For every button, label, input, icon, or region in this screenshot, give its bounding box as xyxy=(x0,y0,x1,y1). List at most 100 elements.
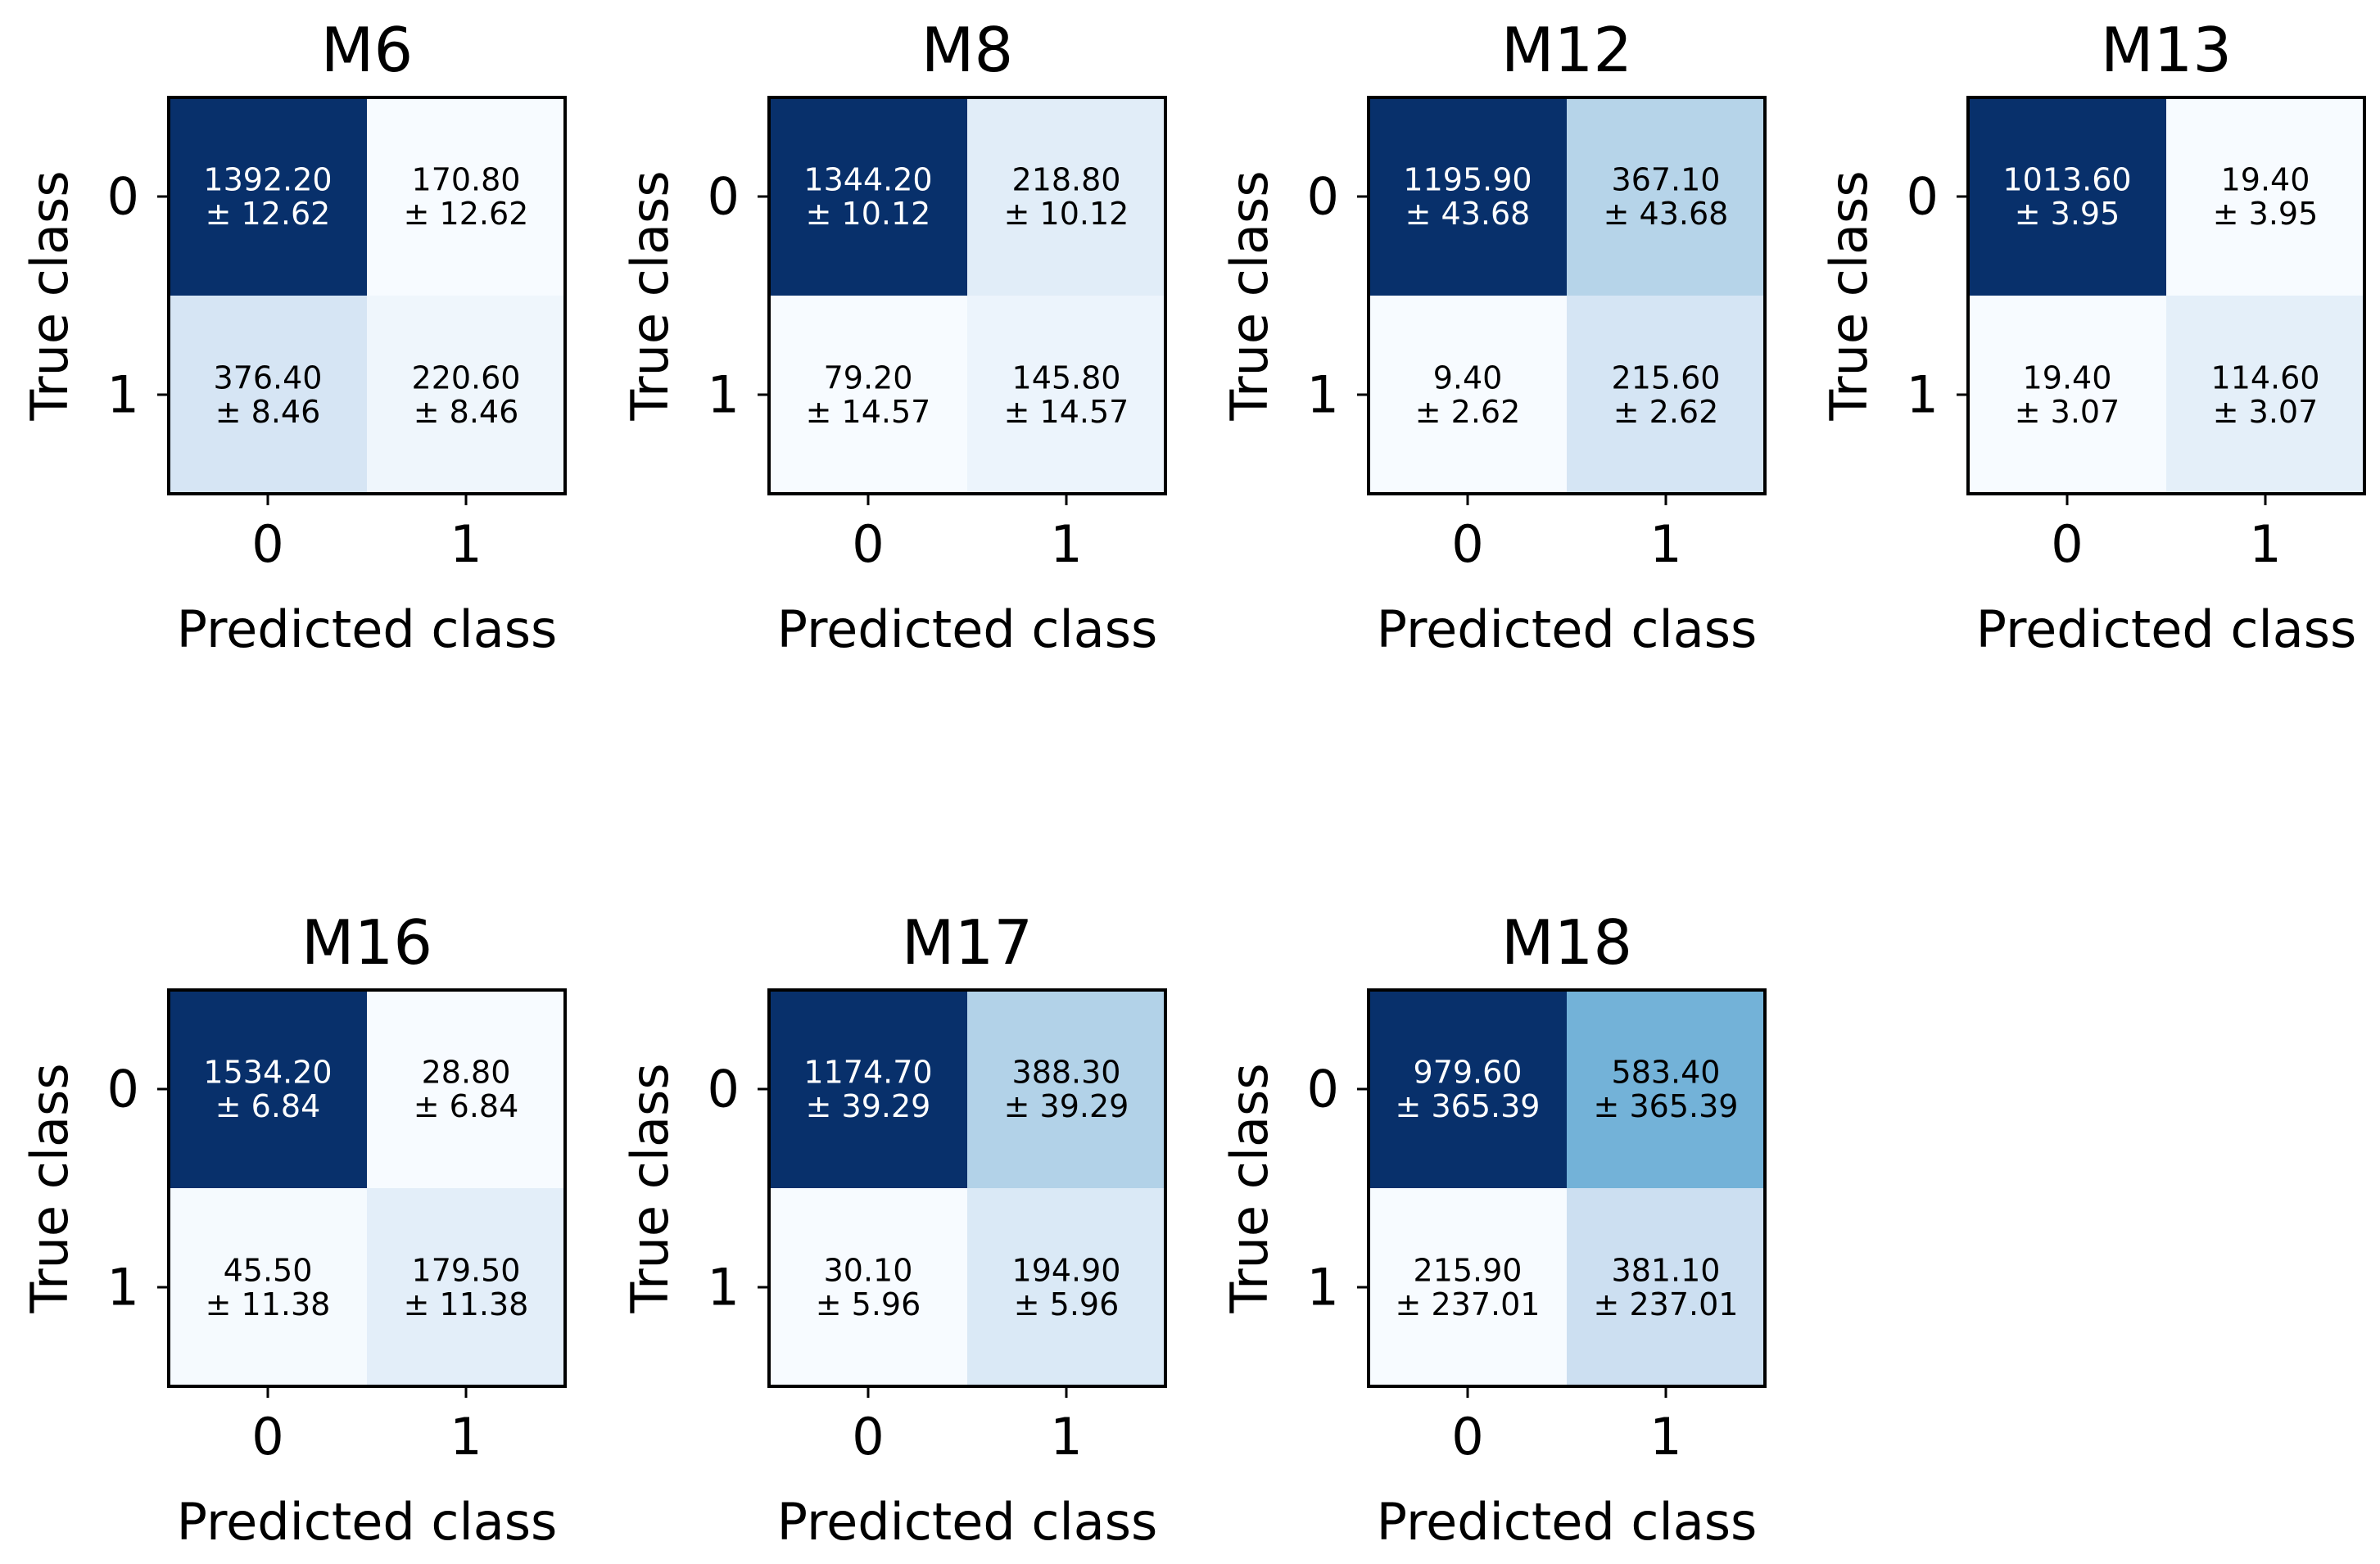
cell-label-r0-c1: 388.30 ± 39.29 xyxy=(1004,1054,1129,1124)
cell-label-r0-c0: 1392.20 ± 12.62 xyxy=(203,161,332,232)
cell-label-r1-c0: 215.90 ± 237.01 xyxy=(1396,1252,1541,1322)
panel-title: M17 xyxy=(902,906,1033,979)
y-axis-label: True class xyxy=(20,1063,79,1313)
cell-r1-c1 xyxy=(1567,296,1765,494)
cell-r1-c0 xyxy=(169,1188,367,1386)
panel-title: M8 xyxy=(921,14,1013,86)
x-axis-label: Predicted class xyxy=(777,599,1158,659)
y-tick-label: 0 xyxy=(1907,167,1939,227)
x-tick-label: 0 xyxy=(1451,514,1483,574)
cell-r1-c0 xyxy=(1369,296,1567,494)
cell-label-r1-c1: 381.10 ± 237.01 xyxy=(1594,1252,1739,1322)
cell-r0-c1 xyxy=(367,97,565,296)
cell-label-r1-c0: 79.20 ± 14.57 xyxy=(806,359,931,430)
cell-r0-c1 xyxy=(967,990,1165,1188)
panel-title: M12 xyxy=(1501,14,1632,86)
y-tick-label: 0 xyxy=(708,167,740,227)
matrix-frame xyxy=(167,96,567,495)
cell-r1-c1 xyxy=(967,296,1165,494)
y-tick-label: 1 xyxy=(107,1258,139,1318)
panel-title: M18 xyxy=(1501,906,1632,979)
cell-r1-c1 xyxy=(2166,296,2364,494)
panel-m18: 979.60 ± 365.39 583.40 ± 365.39 215.90 ± 237.… xyxy=(1219,906,1767,1552)
x-tick-label: 0 xyxy=(852,1407,884,1467)
y-axis-label: True class xyxy=(1219,170,1279,421)
cell-label-r0-c1: 367.10 ± 43.68 xyxy=(1604,161,1729,232)
matrix-frame xyxy=(767,96,1167,495)
cell-r1-c0 xyxy=(1369,1188,1567,1386)
x-tick-label: 1 xyxy=(1649,514,1681,574)
x-tick-label: 0 xyxy=(852,514,884,574)
cell-label-r0-c1: 19.40 ± 3.95 xyxy=(2213,161,2319,232)
cell-r0-c0 xyxy=(169,990,367,1188)
panel-m12: 1195.90 ± 43.68 367.10 ± 43.68 9.40 ± 2.62 215… xyxy=(1219,14,1767,659)
cell-label-r0-c0: 1013.60 ± 3.95 xyxy=(2002,161,2131,232)
cell-label-r0-c0: 1344.20 ± 10.12 xyxy=(803,161,932,232)
cell-r1-c0 xyxy=(169,296,367,494)
cell-r1-c0 xyxy=(769,296,967,494)
y-tick-label: 1 xyxy=(708,1258,740,1318)
cell-r0-c1 xyxy=(1567,990,1765,1188)
cell-label-r0-c1: 170.80 ± 12.62 xyxy=(404,161,529,232)
x-tick-label: 1 xyxy=(450,1407,482,1467)
cell-r1-c1 xyxy=(1567,1188,1765,1386)
panel-title: M6 xyxy=(321,14,413,86)
x-axis-label: Predicted class xyxy=(1377,599,1758,659)
y-tick-label: 0 xyxy=(1307,1060,1339,1119)
y-tick-label: 0 xyxy=(708,1060,740,1119)
cell-r0-c0 xyxy=(1369,990,1567,1188)
y-tick-label: 0 xyxy=(107,1060,139,1119)
cell-label-r1-c0: 376.40 ± 8.46 xyxy=(214,359,323,430)
cell-label-r0-c0: 1195.90 ± 43.68 xyxy=(1403,161,1532,232)
cell-label-r1-c0: 19.40 ± 3.07 xyxy=(2015,359,2120,430)
x-axis-label: Predicted class xyxy=(777,1492,1158,1552)
x-tick-label: 1 xyxy=(2249,514,2281,574)
panel-m16: 1534.20 ± 6.84 28.80 ± 6.84 45.50 ± 11.38 179.… xyxy=(20,906,567,1552)
cell-r0-c0 xyxy=(1968,97,2166,296)
cell-label-r1-c0: 30.10 ± 5.96 xyxy=(816,1252,921,1322)
cell-r0-c1 xyxy=(2166,97,2364,296)
panel-m8: 1344.20 ± 10.12 218.80 ± 10.12 79.20 ± 14.57 1… xyxy=(620,14,1167,659)
panel-title: M16 xyxy=(301,906,432,979)
x-tick-label: 0 xyxy=(1451,1407,1483,1467)
x-tick-label: 1 xyxy=(1050,514,1082,574)
y-tick-label: 1 xyxy=(708,365,740,425)
cell-r1-c1 xyxy=(967,1188,1165,1386)
y-tick-label: 0 xyxy=(107,167,139,227)
x-tick-label: 0 xyxy=(251,1407,283,1467)
panel-title: M13 xyxy=(2101,14,2232,86)
cell-r0-c0 xyxy=(769,990,967,1188)
y-tick-label: 1 xyxy=(107,365,139,425)
matrix-frame xyxy=(1966,96,2366,495)
matrix-frame xyxy=(1367,96,1767,495)
y-axis-label: True class xyxy=(1219,1063,1279,1313)
cell-label-r0-c1: 218.80 ± 10.12 xyxy=(1004,161,1129,232)
panel-m17: 1174.70 ± 39.29 388.30 ± 39.29 30.10 ± 5.96 19… xyxy=(620,906,1167,1552)
x-tick-label: 1 xyxy=(1649,1407,1681,1467)
cell-label-r0-c0: 1174.70 ± 39.29 xyxy=(803,1054,932,1124)
cell-r0-c1 xyxy=(967,97,1165,296)
cell-label-r0-c0: 1534.20 ± 6.84 xyxy=(203,1054,332,1124)
y-tick-label: 1 xyxy=(1307,365,1339,425)
cell-label-r1-c0: 45.50 ± 11.38 xyxy=(206,1252,331,1322)
x-axis-label: Predicted class xyxy=(1377,1492,1758,1552)
cell-r0-c1 xyxy=(1567,97,1765,296)
cell-r0-c0 xyxy=(169,97,367,296)
matrix-frame xyxy=(1367,988,1767,1388)
cell-label-r1-c1: 194.90 ± 5.96 xyxy=(1012,1252,1121,1322)
matrix-frame xyxy=(167,988,567,1388)
cell-label-r1-c1: 215.60 ± 2.62 xyxy=(1612,359,1721,430)
matrix-frame xyxy=(767,988,1167,1388)
y-axis-label: True class xyxy=(620,1063,680,1313)
x-tick-label: 1 xyxy=(450,514,482,574)
panel-m6: 1392.20 ± 12.62 170.80 ± 12.62 376.40 ± 8.46 2… xyxy=(20,14,567,659)
cell-label-r0-c1: 28.80 ± 6.84 xyxy=(414,1054,519,1124)
x-axis-label: Predicted class xyxy=(177,599,558,659)
cell-label-r0-c0: 979.60 ± 365.39 xyxy=(1396,1054,1541,1124)
x-tick-label: 0 xyxy=(2051,514,2083,574)
x-axis-label: Predicted class xyxy=(177,1492,558,1552)
cell-label-r1-c1: 179.50 ± 11.38 xyxy=(404,1252,529,1322)
cell-label-r1-c1: 114.60 ± 3.07 xyxy=(2211,359,2320,430)
y-tick-label: 1 xyxy=(1307,1258,1339,1318)
